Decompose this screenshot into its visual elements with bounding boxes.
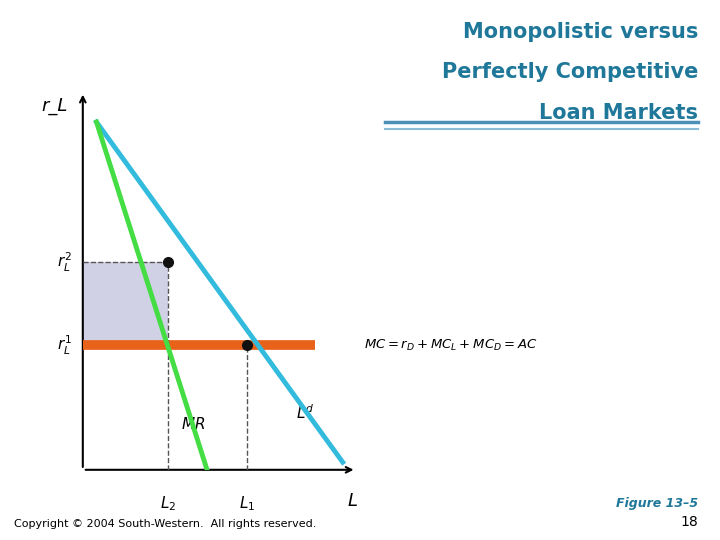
Text: $r_L^1$: $r_L^1$ [57, 334, 72, 356]
Text: L: L [347, 492, 357, 510]
Text: $r_L^2$: $r_L^2$ [57, 251, 72, 273]
Text: $L_1$: $L_1$ [239, 495, 255, 513]
Text: $L^d$: $L^d$ [296, 404, 315, 422]
Text: Copyright © 2004 South-Western.  All rights reserved.: Copyright © 2004 South-Western. All righ… [14, 519, 317, 529]
Bar [83, 262, 168, 345]
Text: r_L: r_L [41, 97, 68, 116]
Text: $L_2$: $L_2$ [160, 495, 176, 513]
Text: Loan Markets: Loan Markets [539, 103, 698, 123]
Text: $MC = r_D + MC_L + MC_D = AC$: $MC = r_D + MC_L + MC_D = AC$ [364, 338, 537, 353]
Text: Perfectly Competitive: Perfectly Competitive [442, 62, 698, 82]
Text: $MR$: $MR$ [181, 416, 206, 433]
Text: Figure 13–5: Figure 13–5 [616, 497, 698, 510]
Text: Monopolistic versus: Monopolistic versus [463, 22, 698, 42]
Text: 18: 18 [680, 515, 698, 529]
